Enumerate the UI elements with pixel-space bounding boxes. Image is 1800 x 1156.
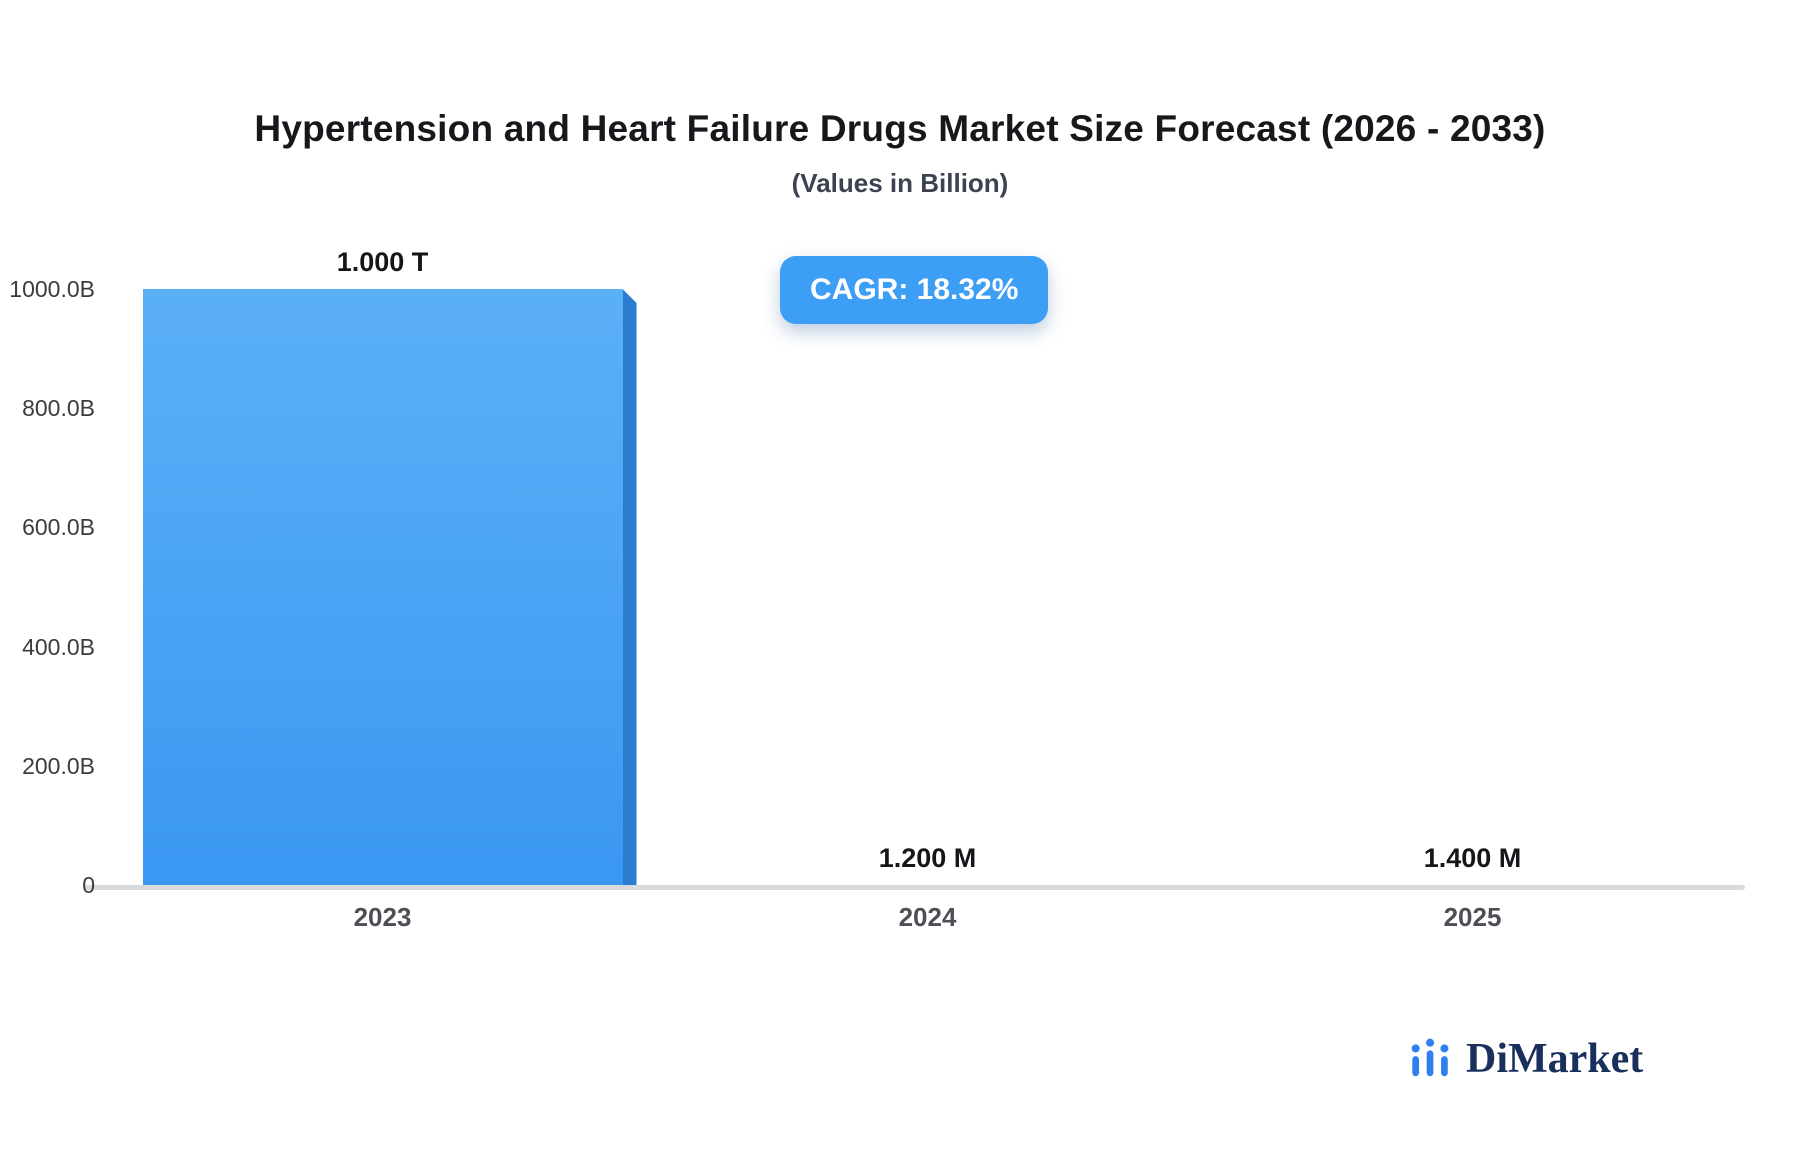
bar-value-label-2024: 1.200 M (878, 843, 977, 873)
y-axis-tick-label: 0 (82, 872, 95, 898)
chart-subtitle: (Values in Billion) (791, 168, 1009, 198)
bar-value-label-2023: 1.000 T (336, 247, 429, 277)
y-axis-tick-label: 800.0B (22, 395, 95, 422)
y-axis-tick-label: 600.0B (22, 514, 95, 541)
x-axis-label-2025: 2025 (1443, 902, 1502, 932)
x-axis-line (85, 885, 1745, 890)
bar-2023 (142, 289, 623, 885)
y-axis-tick-label: 1000.0B (9, 276, 95, 302)
logo-text: DiMarket (1466, 1036, 1644, 1082)
x-axis-label-2024: 2024 (898, 902, 957, 932)
x-axis-label-2023: 2023 (353, 902, 412, 932)
bar-chart-icon (1408, 1036, 1454, 1082)
y-axis-tick-label: 200.0B (22, 752, 95, 779)
bar-3d-side (622, 289, 637, 885)
bar-value-label-2025: 1.400 M (1423, 843, 1522, 873)
y-axis-tick-label: 400.0B (22, 633, 95, 660)
cagr-badge: CAGR: 18.32% (780, 256, 1049, 324)
chart-title: Hypertension and Heart Failure Drugs Mar… (254, 108, 1546, 149)
dimarket-logo: DiMarket (1408, 1036, 1643, 1082)
